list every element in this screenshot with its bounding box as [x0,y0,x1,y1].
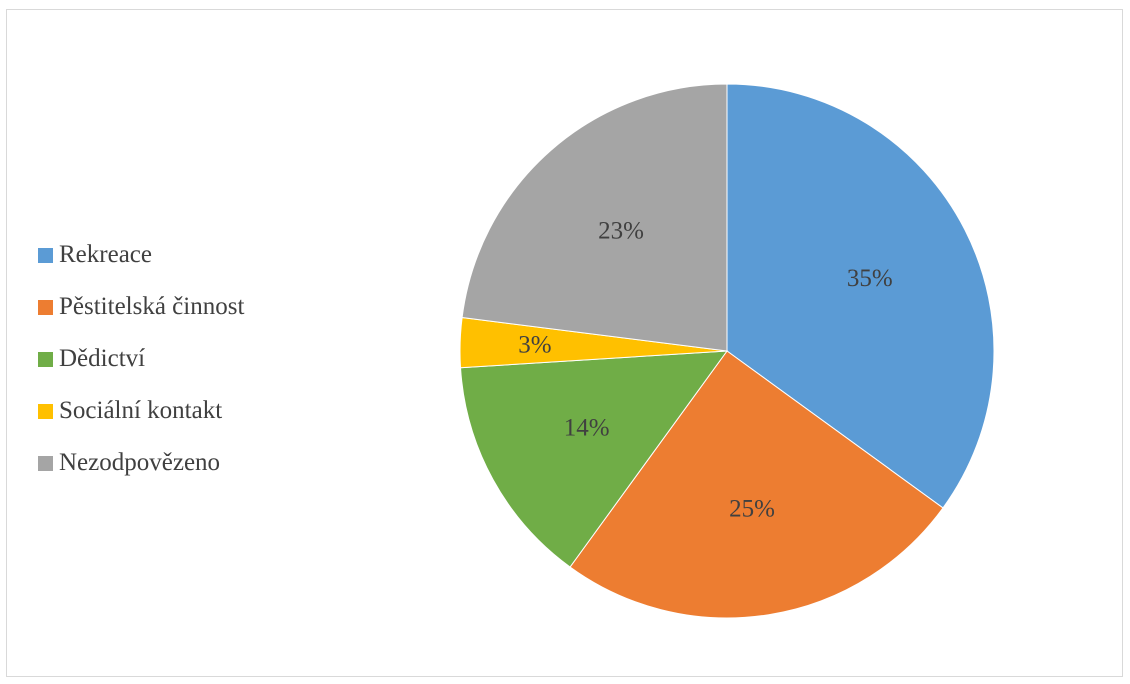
legend-swatch-pestitelska-cinnost [38,299,53,315]
legend-item-dedictvi: Dědictví [38,333,318,385]
legend-swatch-socialni-kontakt [38,403,53,419]
legend-label-pestitelska-cinnost: Pěstitelská činnost [59,293,245,320]
legend-label-rekreace: Rekreace [59,241,152,268]
data-label-rekreace: 35% [847,265,893,292]
legend-label-nezodpovezeno: Nezodpovězeno [59,449,221,476]
legend-item-pestitelska-cinnost: Pěstitelská činnost [38,281,318,333]
legend: Rekreace Pěstitelská činnost Dědictví So… [38,229,318,489]
data-label-dedictvi: 14% [564,415,610,442]
pie-slice-dedictvi [459,350,729,568]
legend-item-nezodpovezeno: Nezodpovězeno [38,437,318,489]
legend-swatch-rekreace [38,247,53,263]
legend-swatch-nezodpovezeno [38,455,53,471]
pie-slice-pestitelska-cinnost [569,350,944,619]
pie-slice-rekreace [726,83,995,509]
data-label-pestitelska-cinnost: 25% [729,496,775,523]
legend-label-dedictvi: Dědictví [59,345,146,372]
legend-item-socialni-kontakt: Sociální kontakt [38,385,318,437]
legend-label-socialni-kontakt: Sociální kontakt [59,397,223,424]
data-label-socialni-kontakt: 3% [518,331,551,358]
data-label-nezodpovezeno: 23% [598,217,644,244]
legend-item-rekreace: Rekreace [38,229,318,281]
pie-slice-nezodpovezeno [461,83,728,352]
legend-swatch-dedictvi [38,351,53,367]
